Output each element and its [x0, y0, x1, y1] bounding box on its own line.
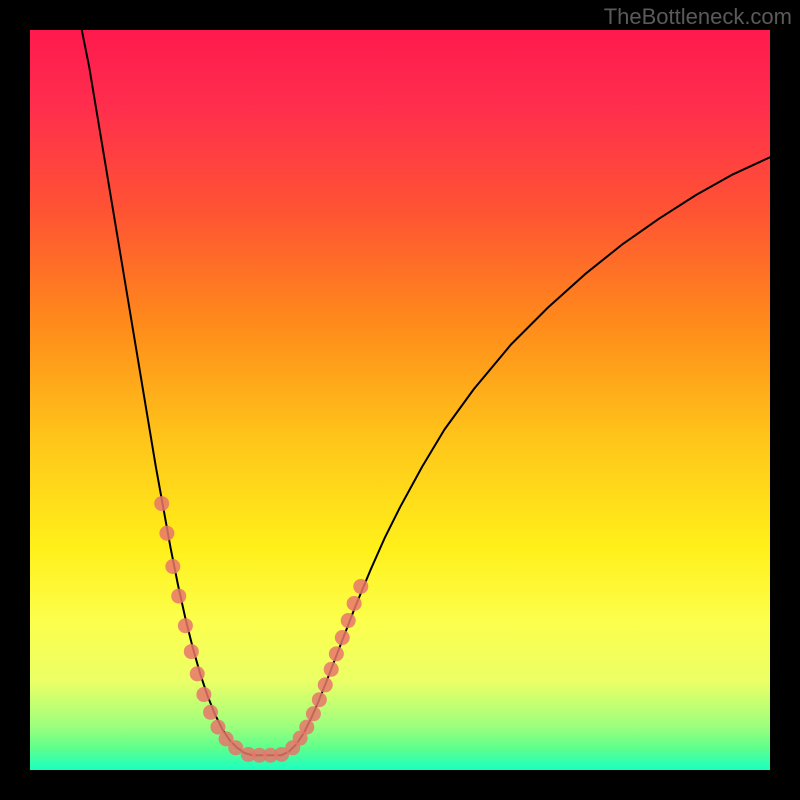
- marker-point: [196, 687, 211, 702]
- marker-point: [154, 496, 169, 511]
- marker-point: [178, 618, 193, 633]
- marker-point: [335, 630, 350, 645]
- marker-point: [159, 526, 174, 541]
- marker-point: [347, 596, 362, 611]
- bottleneck-chart: [30, 30, 770, 770]
- marker-point: [190, 666, 205, 681]
- marker-point: [353, 579, 368, 594]
- chart-background: [30, 30, 770, 770]
- marker-point: [324, 662, 339, 677]
- chart-container: [30, 30, 770, 770]
- watermark-text: TheBottleneck.com: [604, 4, 792, 30]
- marker-point: [329, 646, 344, 661]
- marker-point: [318, 677, 333, 692]
- marker-point: [341, 613, 356, 628]
- marker-point: [203, 705, 218, 720]
- marker-point: [184, 644, 199, 659]
- marker-point: [165, 559, 180, 574]
- marker-point: [312, 692, 327, 707]
- marker-point: [171, 589, 186, 604]
- marker-point: [306, 706, 321, 721]
- marker-point: [299, 720, 314, 735]
